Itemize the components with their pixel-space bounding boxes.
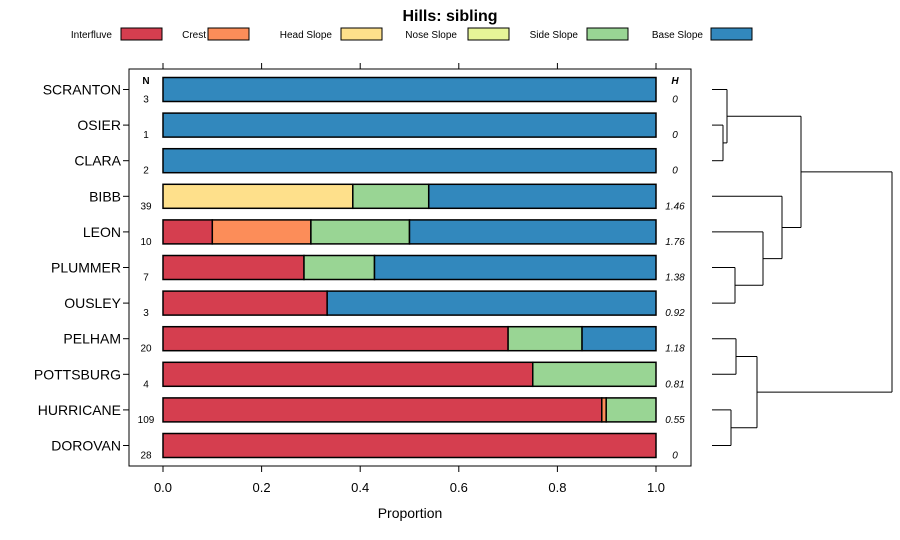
x-tick-label-2: 0.4 (351, 480, 369, 495)
h-value-9: 0.55 (665, 415, 685, 426)
n-value-1: 1 (143, 130, 149, 141)
bar-segment-hurricane-0 (162, 397, 603, 423)
n-column-header: N (142, 76, 149, 87)
legend-label-5: Base Slope (652, 30, 704, 41)
bar-segment-osier-5 (162, 112, 657, 138)
bar-segment-clara-5 (162, 147, 657, 174)
category-label-4: LEON (83, 224, 121, 240)
category-label-8: POTTSBURG (34, 366, 121, 382)
legend-label-3: Nose Slope (405, 30, 457, 41)
category-label-6: OUSLEY (64, 295, 121, 311)
bar-segment-ousley-5 (326, 290, 657, 316)
n-value-2: 2 (143, 166, 149, 177)
x-axis: 0.0 0.2 0.4 0.6 0.8 1.0 (154, 63, 665, 495)
n-value-10: 28 (140, 451, 152, 462)
h-value-3: 1.46 (665, 201, 685, 212)
x-tick-label-3: 0.6 (450, 480, 468, 495)
n-value-7: 20 (140, 344, 152, 355)
h-column-header: H (671, 76, 679, 87)
h-value-0: 0 (672, 95, 678, 106)
n-value-3: 39 (140, 201, 152, 212)
bar-segment-pelham-4 (507, 325, 583, 352)
h-value-2: 0 (672, 166, 678, 177)
x-tick-label-1: 0.2 (253, 480, 271, 495)
bar-segment-pelham-5 (581, 325, 657, 352)
bar-segment-bibb-2 (162, 183, 354, 210)
category-label-9: HURRICANE (38, 402, 121, 418)
legend-swatch-4 (586, 27, 629, 41)
legend-swatch-5 (710, 27, 753, 41)
x-axis-title: Proportion (378, 505, 443, 521)
legend-label-4: Side Slope (530, 30, 579, 41)
bar-segment-pelham-0 (162, 325, 509, 352)
bar-segment-bibb-4 (352, 183, 430, 210)
legend-swatch-2 (340, 27, 383, 41)
n-value-5: 7 (143, 273, 149, 284)
x-tick-label-0: 0.0 (154, 480, 172, 495)
legend-label-1: Crest (182, 30, 206, 41)
h-value-5: 1.38 (665, 273, 685, 284)
h-value-10: 0 (672, 451, 678, 462)
legend-swatch-0 (120, 27, 163, 41)
h-value-8: 0.81 (665, 379, 684, 390)
category-label-0: SCRANTON (43, 82, 121, 98)
h-value-6: 0.92 (665, 308, 685, 319)
category-label-1: OSIER (77, 117, 121, 133)
h-value-4: 1.76 (665, 237, 685, 248)
category-label-3: BIBB (89, 188, 121, 204)
legend-label-2: Head Slope (280, 30, 333, 41)
bar-segment-plummer-5 (373, 254, 657, 281)
legend-swatch-3 (467, 27, 510, 41)
category-label-10: DOROVAN (51, 438, 121, 454)
n-value-4: 10 (140, 237, 152, 248)
bar-segment-plummer-4 (303, 254, 376, 281)
bar-segment-ousley-0 (162, 290, 328, 316)
n-value-0: 3 (143, 95, 149, 106)
chart-title: Hills: sibling (402, 8, 497, 25)
category-label-7: PELHAM (63, 331, 121, 347)
bar-segment-bibb-5 (427, 183, 657, 210)
legend: Interfluve Crest Head Slope Nose Slope Side … (71, 27, 753, 41)
bar-segment-plummer-0 (162, 254, 305, 281)
n-value-6: 3 (143, 308, 149, 319)
bar-segment-pottsburg-4 (532, 361, 657, 388)
h-value-1: 0 (672, 130, 678, 141)
bar-segment-leon-5 (408, 219, 657, 245)
bar-segment-scranton-5 (162, 76, 657, 103)
bar-segment-hurricane-4 (605, 397, 657, 423)
h-value-7: 1.18 (665, 344, 685, 355)
n-value-9: 109 (138, 415, 155, 426)
legend-label-0: Interfluve (71, 30, 113, 41)
x-tick-label-4: 0.8 (548, 480, 566, 495)
legend-swatch-1 (207, 27, 250, 41)
category-label-2: CLARA (74, 153, 121, 169)
bar-segment-leon-4 (310, 219, 411, 245)
bar-segment-dorovan-0 (162, 432, 657, 459)
bar-segment-leon-0 (162, 219, 214, 245)
n-value-8: 4 (143, 379, 149, 390)
bar-segment-leon-1 (211, 219, 312, 245)
category-label-5: PLUMMER (51, 260, 121, 276)
dendrogram (712, 89, 893, 446)
x-tick-label-5: 1.0 (647, 480, 665, 495)
bar-segment-pottsburg-0 (162, 361, 534, 388)
